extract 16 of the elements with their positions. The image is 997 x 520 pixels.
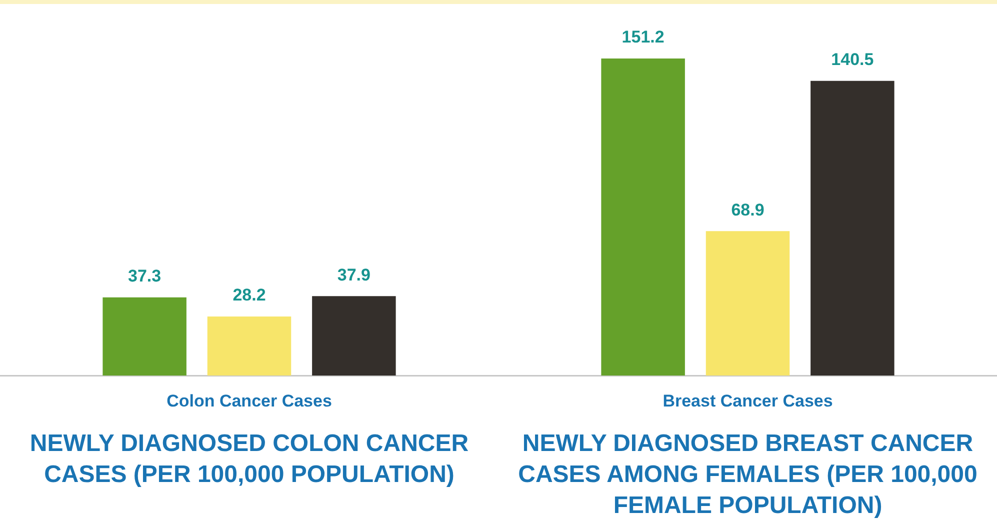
bar	[810, 80, 894, 376]
data-label: 140.5	[831, 50, 874, 70]
bar	[102, 297, 186, 376]
bar	[706, 231, 790, 376]
data-label: 28.2	[232, 286, 266, 305]
data-label: 37.9	[337, 265, 370, 284]
data-label: 37.3	[128, 266, 162, 286]
bar	[207, 316, 292, 376]
x-tick-label: Breast Cancer Cases	[662, 391, 833, 410]
data-label: 151.2	[622, 28, 664, 47]
bar	[312, 296, 396, 376]
x-tick-label: Colon Cancer Cases	[166, 391, 332, 410]
data-label: 68.9	[731, 200, 764, 220]
text: NEWLY DIAGNOSED BREAST CANCER CASES AMONG FEMALES (PER 100,000 FEMALE POPULATION)	[517, 429, 978, 520]
bar	[601, 58, 685, 376]
text: NEWLY DIAGNOSED COLON CANCER CASES (PER 100,000 POPULATION)	[28, 429, 470, 490]
